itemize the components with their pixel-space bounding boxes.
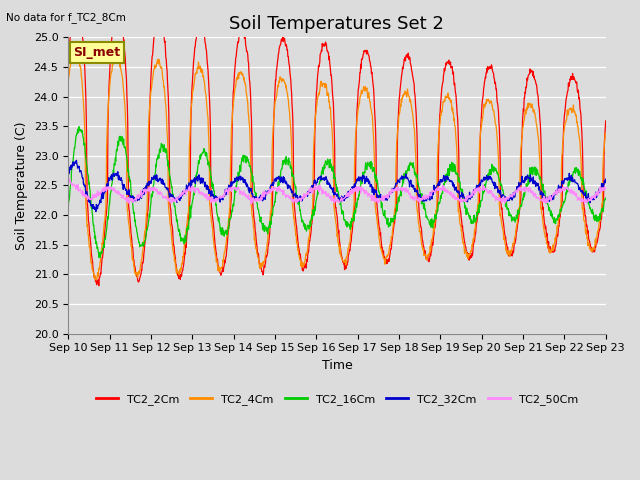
TC2_32Cm: [398, 173, 406, 179]
TC2_50Cm: [247, 201, 255, 206]
TC2_4Cm: [92, 277, 100, 283]
Line: TC2_2Cm: TC2_2Cm: [68, 1, 605, 286]
TC2_16Cm: [76, 128, 84, 133]
TC2_16Cm: [305, 226, 313, 232]
Title: Soil Temperatures Set 2: Soil Temperatures Set 2: [230, 15, 444, 33]
TC2_32Cm: [305, 190, 313, 196]
Line: TC2_32Cm: TC2_32Cm: [68, 160, 605, 212]
TC2_50Cm: [66, 177, 74, 182]
X-axis label: Time: Time: [321, 359, 352, 372]
TC2_2Cm: [72, 0, 80, 4]
TC2_32Cm: [76, 169, 84, 175]
TC2_50Cm: [76, 187, 84, 193]
TC2_4Cm: [602, 131, 609, 136]
TC2_4Cm: [371, 168, 379, 173]
TC2_50Cm: [602, 186, 609, 192]
TC2_4Cm: [69, 47, 77, 53]
TC2_2Cm: [68, 15, 76, 21]
TC2_32Cm: [545, 199, 553, 204]
TC2_32Cm: [72, 157, 80, 163]
TC2_50Cm: [371, 195, 379, 201]
TC2_50Cm: [64, 180, 72, 186]
TC2_4Cm: [305, 237, 313, 243]
TC2_16Cm: [95, 255, 103, 261]
TC2_16Cm: [398, 184, 406, 190]
TC2_32Cm: [92, 209, 100, 215]
TC2_16Cm: [75, 124, 83, 130]
TC2_2Cm: [95, 283, 102, 288]
TC2_32Cm: [64, 174, 72, 180]
TC2_4Cm: [64, 83, 72, 88]
TC2_16Cm: [68, 162, 76, 168]
Y-axis label: Soil Temperature (C): Soil Temperature (C): [15, 121, 28, 250]
TC2_50Cm: [398, 186, 406, 192]
TC2_2Cm: [76, 11, 84, 16]
TC2_2Cm: [64, 66, 72, 72]
Line: TC2_50Cm: TC2_50Cm: [68, 180, 605, 204]
TC2_16Cm: [64, 209, 72, 215]
TC2_4Cm: [68, 52, 76, 58]
Line: TC2_4Cm: TC2_4Cm: [68, 50, 605, 280]
TC2_2Cm: [371, 110, 379, 116]
TC2_16Cm: [545, 205, 553, 211]
TC2_32Cm: [68, 164, 76, 170]
TC2_16Cm: [371, 172, 379, 178]
Text: No data for f_TC2_8Cm: No data for f_TC2_8Cm: [6, 12, 126, 23]
TC2_50Cm: [545, 194, 553, 200]
TC2_2Cm: [305, 244, 313, 250]
TC2_4Cm: [398, 99, 406, 105]
TC2_2Cm: [545, 249, 553, 254]
TC2_32Cm: [602, 176, 609, 182]
Line: TC2_16Cm: TC2_16Cm: [68, 127, 605, 258]
TC2_50Cm: [305, 189, 313, 194]
TC2_2Cm: [398, 72, 406, 78]
Legend: TC2_2Cm, TC2_4Cm, TC2_16Cm, TC2_32Cm, TC2_50Cm: TC2_2Cm, TC2_4Cm, TC2_16Cm, TC2_32Cm, TC…: [91, 390, 582, 409]
TC2_50Cm: [69, 183, 77, 189]
Text: SI_met: SI_met: [74, 46, 121, 59]
TC2_16Cm: [602, 195, 609, 201]
TC2_32Cm: [371, 188, 379, 194]
TC2_4Cm: [76, 63, 84, 69]
TC2_2Cm: [602, 118, 609, 124]
TC2_4Cm: [545, 250, 553, 256]
